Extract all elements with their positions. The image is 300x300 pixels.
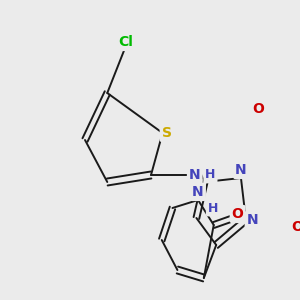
Text: H: H <box>205 169 216 182</box>
Text: Cl: Cl <box>118 35 133 49</box>
Text: O: O <box>291 220 300 234</box>
Text: N: N <box>235 163 247 177</box>
Text: N: N <box>192 185 204 199</box>
Text: H: H <box>208 202 218 214</box>
Text: S: S <box>162 126 172 140</box>
Text: O: O <box>252 102 264 116</box>
Text: N: N <box>247 213 258 227</box>
Text: O: O <box>232 207 244 221</box>
Text: N: N <box>189 168 201 182</box>
